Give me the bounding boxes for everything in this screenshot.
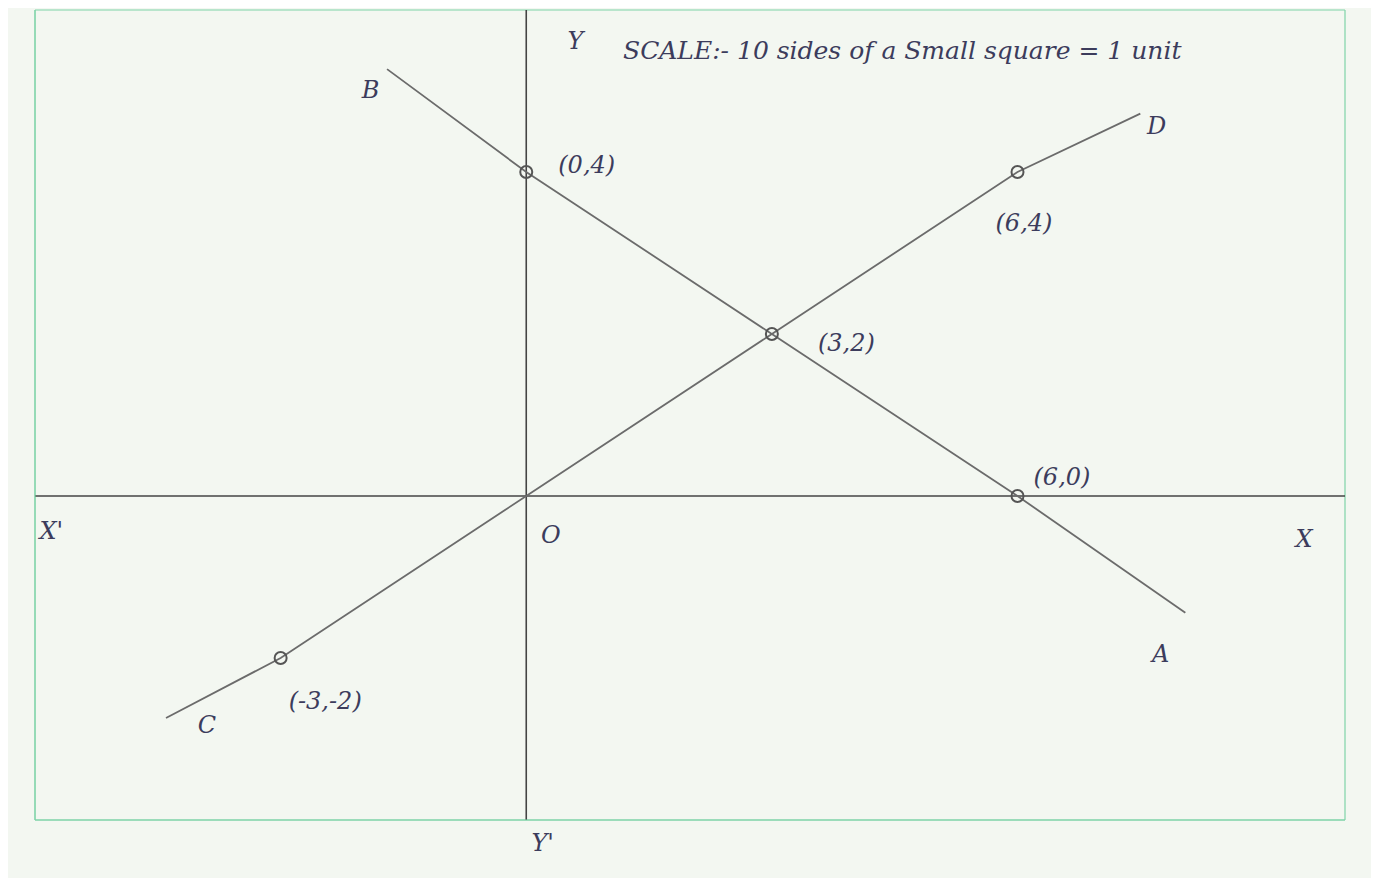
svg-text:(-3,-2): (-3,-2) (289, 687, 362, 715)
svg-text:C: C (198, 711, 216, 739)
svg-text:A: A (1150, 640, 1169, 668)
svg-text:D: D (1146, 112, 1166, 140)
svg-text:B: B (361, 76, 380, 104)
svg-text:(0,4): (0,4) (558, 151, 615, 179)
svg-text:X': X' (38, 517, 64, 545)
svg-text:(3,2): (3,2) (818, 329, 875, 357)
svg-text:Y: Y (567, 27, 585, 55)
svg-text:O: O (541, 521, 561, 549)
svg-text:X: X (1294, 525, 1314, 553)
svg-text:(6,4): (6,4) (996, 209, 1053, 237)
svg-text:Y': Y' (531, 829, 553, 857)
html-text:SCALE:- 10 sides of a Small sq: SCALE:- 10 sides of a Small square = 1 u… (623, 36, 1182, 65)
svg-text:(6,0): (6,0) (1034, 463, 1091, 491)
